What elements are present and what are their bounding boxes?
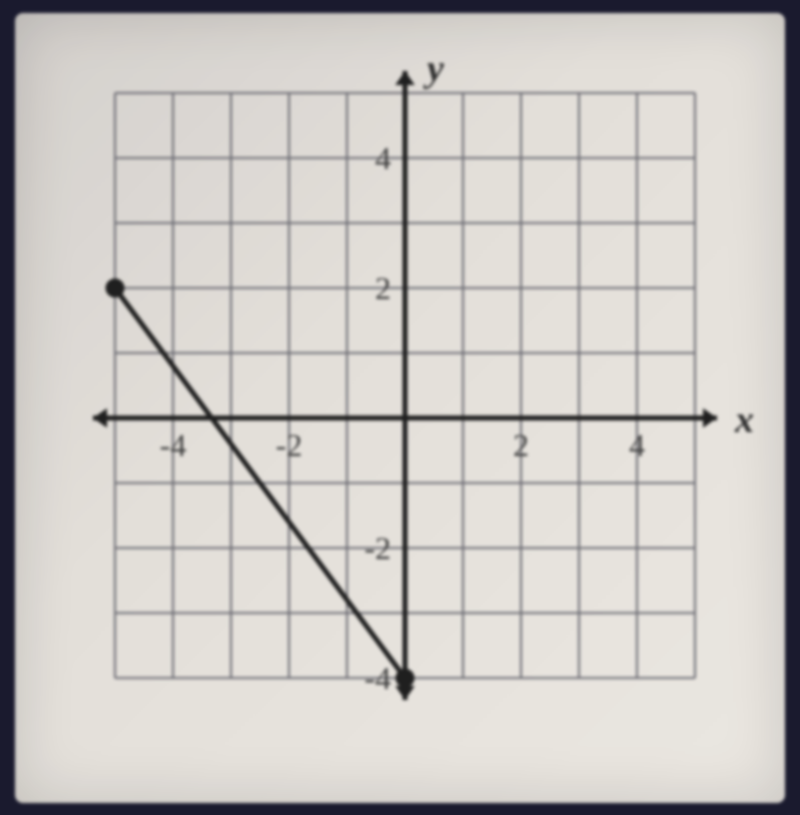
x-tick-label: -2 — [276, 427, 303, 463]
line-endpoint — [397, 670, 413, 686]
x-tick-label: -4 — [160, 427, 187, 463]
y-tick-label: -2 — [364, 530, 391, 566]
y-tick-label: 2 — [375, 270, 391, 306]
coordinate-chart: -4 -2 2 4 -4 -2 2 4 y x — [75, 63, 755, 783]
y-axis-label: y — [423, 63, 444, 90]
paper-background: -4 -2 2 4 -4 -2 2 4 y x — [15, 13, 785, 803]
x-tick-label: 2 — [513, 427, 529, 463]
axis-arrowhead — [93, 408, 107, 428]
chart-svg: -4 -2 2 4 -4 -2 2 4 y x — [75, 63, 755, 783]
axis-arrowhead — [703, 408, 717, 428]
axis-arrowhead — [395, 686, 415, 700]
line-endpoint — [107, 280, 123, 296]
axis-arrowhead — [395, 71, 415, 85]
x-tick-label: 4 — [629, 427, 645, 463]
y-tick-label: 4 — [375, 140, 391, 176]
x-axis-label: x — [734, 399, 754, 441]
y-tick-label: -4 — [364, 660, 391, 696]
